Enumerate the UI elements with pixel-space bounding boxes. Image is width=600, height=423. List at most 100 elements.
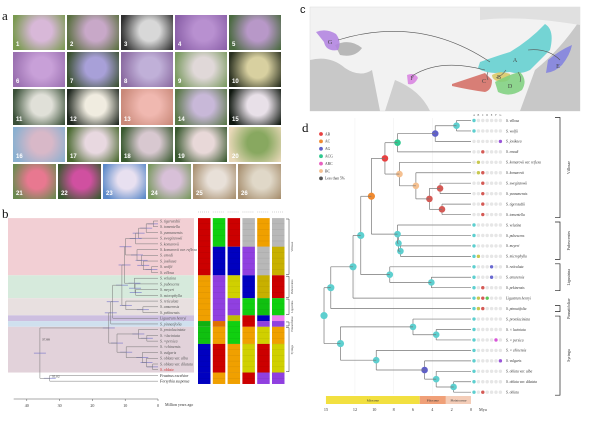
area-label: D <box>508 84 513 90</box>
legend-label: AG <box>325 147 331 151</box>
clade-bracket <box>555 117 561 218</box>
structure-segment <box>272 218 285 247</box>
species-label: S. yunnanensis <box>506 192 528 196</box>
area-label: G <box>328 40 333 46</box>
area-presence-dot <box>485 171 489 175</box>
legend-swatch <box>319 176 323 181</box>
area-presence-dot <box>476 327 481 332</box>
flower-photo: 15 <box>228 88 282 126</box>
area-presence-dot <box>472 181 476 185</box>
area-column-header: D <box>486 114 488 117</box>
photo-number: 6 <box>16 79 20 86</box>
species-label: S. microphylla <box>506 255 527 259</box>
species-label: S. oblata <box>506 391 519 395</box>
photo-number: 26 <box>241 190 248 197</box>
flower-photo: 21 <box>12 162 57 200</box>
area-presence-dot <box>481 296 485 300</box>
area-presence-dot <box>494 306 498 311</box>
structure-segment <box>227 315 241 322</box>
photo-number: 4 <box>178 42 182 49</box>
area-presence-dot <box>481 233 485 238</box>
area-presence-dot <box>498 265 503 269</box>
clade-label: Ligustrina <box>566 269 571 286</box>
clade-band <box>8 326 194 373</box>
panel-label-c: c <box>300 4 306 16</box>
photo-number: 5 <box>232 42 236 49</box>
area-presence-dot <box>494 254 498 259</box>
area-presence-dot <box>494 369 498 373</box>
clade-label: Pinnatifoliae <box>290 316 294 332</box>
area-presence-dot <box>489 150 494 154</box>
photo-number: 1 <box>16 42 20 49</box>
structure-segment <box>212 321 226 327</box>
species-label: S. vulgaris <box>506 359 522 363</box>
axis-tick-label: 0 <box>157 403 159 408</box>
photo-number: 17 <box>70 153 77 160</box>
area-presence-dot <box>472 317 476 321</box>
axis-tick-label: 40 <box>25 403 29 408</box>
photo-number: 3 <box>124 42 128 49</box>
area-presence-dot <box>472 348 476 353</box>
area-presence-dot <box>489 181 494 185</box>
area-presence-dot <box>472 275 476 279</box>
area-presence-dot <box>472 244 476 248</box>
distribution-map: A B C D E F G <box>309 6 581 112</box>
flower-photo: 25 <box>192 162 237 200</box>
ancestral-area-node <box>412 182 420 190</box>
legend-swatch <box>319 154 323 159</box>
epoch-bar <box>419 396 446 404</box>
area-presence-dot <box>498 139 503 144</box>
area-presence-dot <box>498 223 503 227</box>
area-presence-dot <box>485 212 489 217</box>
area-presence-dot <box>498 129 503 133</box>
area-column-header: B <box>478 114 480 117</box>
area-presence-dot <box>485 380 489 384</box>
structure-segment <box>257 321 270 327</box>
area-presence-dot <box>498 380 503 384</box>
structure-segment <box>272 275 285 299</box>
species-label: S. × chinensis <box>506 349 527 353</box>
clade-label: Syringa <box>290 344 294 354</box>
panel-label-d: d <box>302 120 309 135</box>
area-presence-dot <box>494 160 498 164</box>
area-region-C <box>452 73 492 92</box>
photo-number: 22 <box>61 190 68 197</box>
ancestral-area-node <box>428 279 435 286</box>
clade-bracket <box>286 275 290 298</box>
area-label: E <box>556 64 560 70</box>
epoch-label: Pleistocene <box>450 399 466 403</box>
species-label: S. komarovii var. reflexa <box>160 248 197 252</box>
flower-photo: 2 <box>66 14 120 52</box>
structure-segment <box>272 246 285 276</box>
area-presence-dot <box>481 171 485 175</box>
area-presence-dot <box>489 202 494 206</box>
area-column-header: A <box>473 114 475 117</box>
species-label: S. tomentella <box>160 225 180 229</box>
dispersal-arrow <box>517 71 521 83</box>
area-presence-dot <box>494 139 498 144</box>
area-presence-dot <box>476 348 481 353</box>
flower-photo: 16 <box>12 125 66 163</box>
legend-label: AC <box>325 140 331 144</box>
species-label: S. pubescens <box>506 234 525 238</box>
area-presence-dot <box>476 181 481 185</box>
photo-row: 11 12 13 14 15 <box>12 88 282 126</box>
area-presence-dot <box>489 265 494 269</box>
structure-segment <box>272 298 285 316</box>
area-presence-dot <box>481 369 485 373</box>
area-presence-dot <box>481 348 485 353</box>
flower-photo: 1 <box>12 14 66 52</box>
area-presence-dot <box>476 118 481 123</box>
species-label: S. vulgaris <box>160 351 177 355</box>
area-presence-dot <box>476 265 481 269</box>
species-label: S. josikaea <box>160 259 177 263</box>
area-presence-dot <box>476 390 481 394</box>
area-presence-dot <box>498 306 503 311</box>
area-region-G <box>316 30 340 51</box>
area-presence-dot <box>481 212 485 217</box>
structure-segment <box>257 372 270 384</box>
photo-number: 8 <box>124 79 128 86</box>
area-presence-dot <box>472 306 476 311</box>
area-label: A <box>513 58 518 64</box>
area-presence-dot <box>481 286 485 290</box>
